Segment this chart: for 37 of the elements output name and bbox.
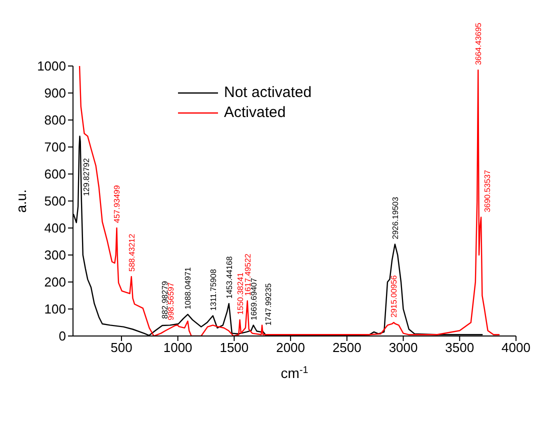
annotation: 1311.75908 — [208, 268, 218, 311]
y-tick-label: 700 — [44, 140, 66, 155]
x-tick-label: 3000 — [388, 340, 418, 356]
x-tick-label: 1500 — [220, 340, 249, 356]
y-tick-label: 400 — [44, 220, 66, 236]
annotation: 1453.44168 — [224, 256, 234, 299]
annotation: 2915.00956 — [390, 274, 399, 318]
annotation: 457.93499 — [112, 184, 122, 223]
x-tick-label: 1000 — [163, 340, 192, 356]
x-axis-title: cm$^{-1}$ — [280, 364, 308, 381]
y-tick-label: 200 — [44, 274, 66, 290]
y-tick-label: 1000 — [37, 58, 66, 74]
x-tick-label: 4000 — [502, 340, 530, 356]
y-tick-label: 500 — [44, 194, 66, 209]
legend-label: Activated — [224, 103, 286, 123]
y-tick-label: 600 — [44, 166, 66, 182]
x-tick-label: 500 — [110, 340, 132, 356]
annotation: 1550.38241 — [236, 272, 245, 315]
y-tick-label: 300 — [44, 248, 66, 263]
x-tick-label: 2500 — [332, 340, 362, 356]
annotation: 3690.53537 — [483, 169, 492, 212]
y-tick-label: 0 — [58, 328, 66, 344]
line-series — [78, 66, 500, 336]
y-tick-label: 100 — [44, 302, 66, 317]
annotation: 129.82792 — [82, 158, 91, 196]
x-tick-label: 3500 — [445, 340, 474, 356]
x-tick-label: 2000 — [276, 340, 306, 356]
y-tick-label: 900 — [44, 86, 66, 101]
y-tick-label: 800 — [44, 112, 66, 128]
annotation: 3664.43695 — [474, 22, 484, 66]
annotation: 2926.19503 — [390, 196, 400, 240]
annotation: 588.43212 — [127, 233, 136, 272]
annotation: 1747.99235 — [264, 282, 274, 326]
y-axis-title: a.u. — [13, 189, 29, 213]
legend-label: Not activated — [224, 83, 312, 103]
annotation: 998.56597 — [166, 282, 176, 320]
annotation: 1088.04971 — [184, 266, 193, 310]
